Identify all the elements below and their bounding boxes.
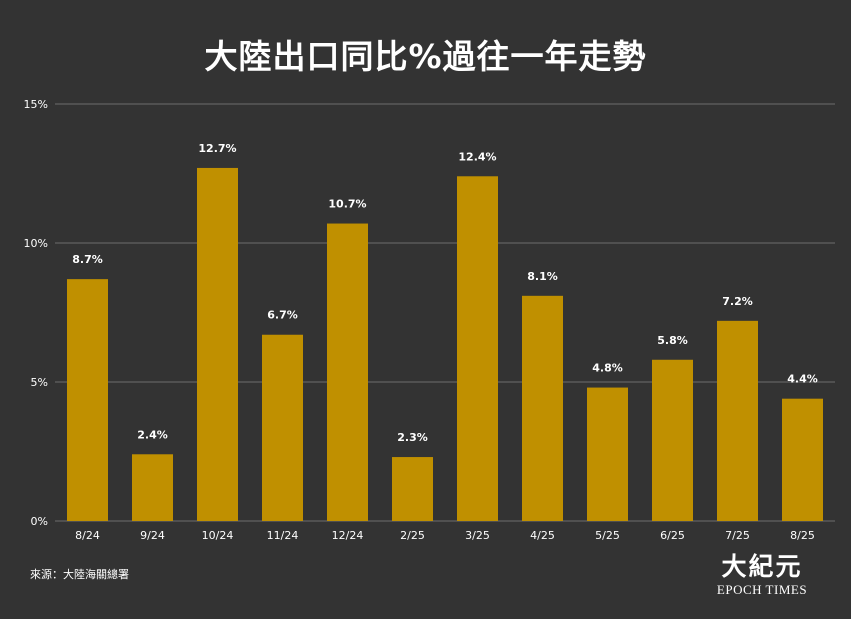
- y-tick-label: 10%: [24, 237, 48, 250]
- x-axis-ticks: 8/24 9/24 10/24 11/24 12/24 2/25 3/25 4/25 5/25 6…: [75, 529, 815, 542]
- x-tick-label: 11/24: [267, 529, 299, 542]
- data-label: 8.7%: [72, 253, 103, 266]
- x-tick-label: 9/24: [140, 529, 165, 542]
- bar: [522, 295, 563, 521]
- x-tick-label: 12/24: [332, 529, 364, 542]
- data-label: 2.3%: [397, 431, 428, 444]
- bar: [132, 454, 173, 521]
- bar: [782, 398, 823, 521]
- bar: [457, 176, 498, 521]
- data-labels: 8.7% 2.4% 12.7% 6.7% 10.7% 2.3% 12.4% 8.1% 4.8% 5…: [72, 142, 818, 444]
- x-tick-label: 2/25: [400, 529, 425, 542]
- y-tick-label: 0%: [31, 515, 48, 528]
- data-label: 12.7%: [198, 142, 236, 155]
- bar-chart: 0% 5% 10% 15% 8.7% 2.4% 12.7% 6.7% 10.7% 2.3% 12.…: [24, 98, 835, 542]
- chart-title: 大陸出口同比%過往一年走勢: [204, 37, 647, 76]
- gridlines: [55, 103, 835, 522]
- x-tick-label: 4/25: [530, 529, 555, 542]
- x-tick-label: 8/25: [790, 529, 815, 542]
- x-tick-label: 7/25: [725, 529, 750, 542]
- epoch-times-logo: 大紀元 EPOCH TIMES: [712, 552, 812, 604]
- bar: [587, 387, 628, 521]
- data-label: 5.8%: [657, 334, 688, 347]
- data-label: 4.4%: [787, 373, 818, 386]
- y-tick-label: 5%: [31, 376, 48, 389]
- logo-chinese-text: 大紀元: [721, 552, 803, 581]
- source-note: 來源：大陸海關總署: [30, 568, 129, 581]
- bars: [67, 167, 823, 522]
- bar: [717, 320, 758, 521]
- logo-english-text: EPOCH TIMES: [716, 582, 808, 597]
- bar: [327, 223, 368, 522]
- data-label: 4.8%: [592, 362, 623, 375]
- y-tick-label: 15%: [24, 98, 48, 111]
- bar: [197, 167, 238, 521]
- data-label: 2.4%: [137, 428, 168, 441]
- data-label: 10.7%: [328, 198, 366, 211]
- bar: [392, 457, 433, 521]
- x-tick-label: 8/24: [75, 529, 100, 542]
- x-tick-label: 5/25: [595, 529, 620, 542]
- y-axis-ticks: 0% 5% 10% 15%: [24, 98, 48, 528]
- bar: [652, 359, 693, 521]
- bar: [67, 279, 108, 521]
- x-tick-label: 3/25: [465, 529, 490, 542]
- data-label: 6.7%: [267, 309, 298, 322]
- bar: [262, 334, 303, 521]
- data-label: 7.2%: [722, 295, 753, 308]
- x-tick-label: 6/25: [660, 529, 685, 542]
- data-label: 12.4%: [458, 150, 496, 163]
- data-label: 8.1%: [527, 270, 558, 283]
- x-tick-label: 10/24: [202, 529, 234, 542]
